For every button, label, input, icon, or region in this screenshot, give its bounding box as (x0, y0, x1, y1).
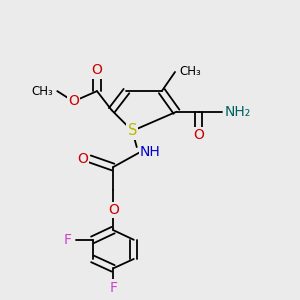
Text: S: S (128, 123, 137, 138)
Text: F: F (64, 233, 72, 247)
Text: F: F (109, 280, 117, 295)
Text: O: O (68, 94, 79, 108)
Text: CH₃: CH₃ (31, 85, 53, 98)
Text: O: O (108, 203, 118, 218)
Text: NH: NH (140, 146, 160, 159)
Text: NH₂: NH₂ (225, 105, 251, 119)
Text: O: O (92, 64, 102, 77)
Text: O: O (77, 152, 88, 166)
Text: O: O (193, 128, 204, 142)
Text: CH₃: CH₃ (179, 65, 201, 79)
